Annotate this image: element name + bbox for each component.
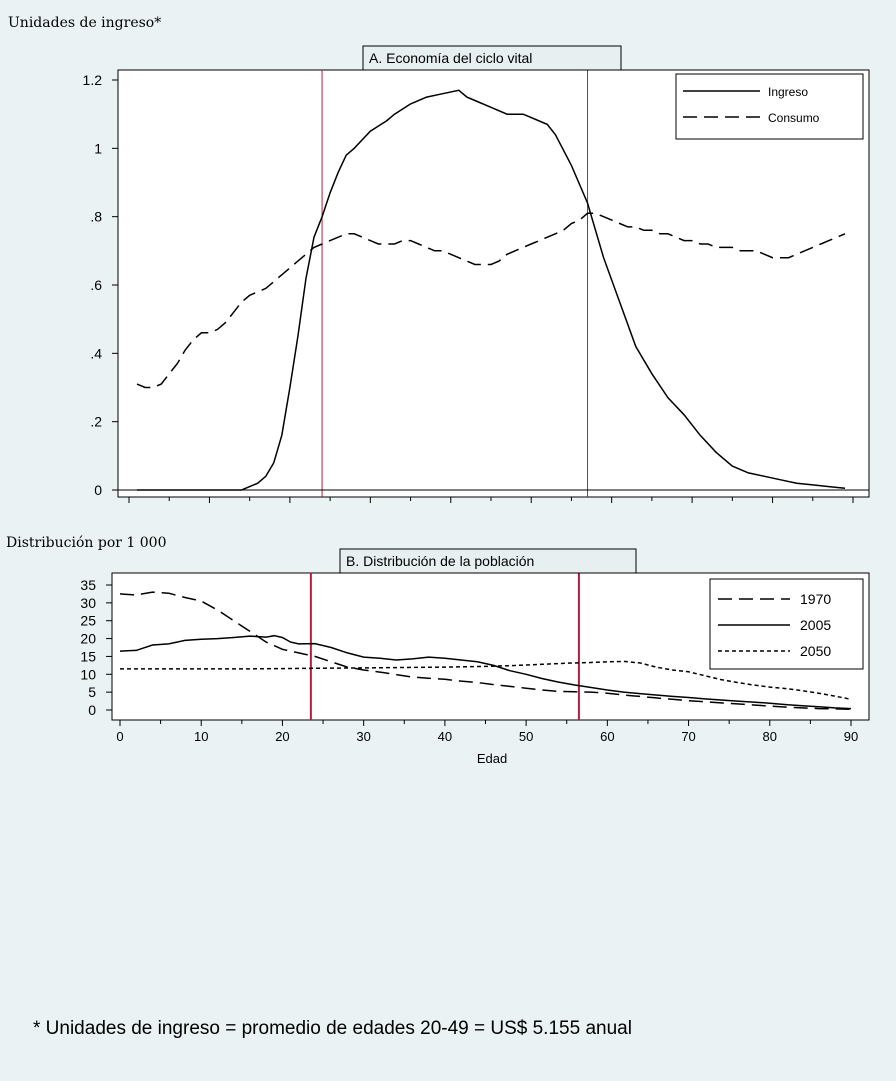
y-tick-label: 15 (80, 648, 96, 664)
panel-b-legend-box (709, 578, 864, 670)
x-tick-label: 30 (356, 729, 370, 744)
panel-a-legend-box (675, 73, 864, 140)
panel-b-title: B. Distribución de la población (346, 553, 534, 569)
y-tick-label: .8 (90, 209, 102, 225)
panel-b-title-box (339, 548, 637, 574)
panel-a-title: A. Economía del ciclo vital (369, 50, 532, 66)
series-line-consumo (136, 212, 846, 389)
panel-b-legend: 1970 2005 2050 (709, 578, 864, 670)
y-tick-label: 35 (80, 577, 96, 593)
series-line-2050 (120, 660, 852, 701)
legend-label-1970: 1970 (800, 591, 831, 607)
y-tick-label: 30 (80, 595, 96, 611)
panel-b-xlabel: Edad (477, 751, 507, 766)
panel-b-ylabel: Distribución por 1 000 (6, 535, 167, 551)
panel-b-series (119, 591, 852, 711)
x-tick-label: 70 (681, 729, 695, 744)
x-tick-label: 50 (519, 729, 533, 744)
series-line-2005 (119, 634, 852, 710)
series-line-ingreso (137, 89, 846, 491)
x-tick-label: 80 (763, 729, 777, 744)
y-tick-label: 10 (80, 666, 96, 682)
y-tick-label: 0 (94, 482, 102, 498)
x-tick-label: 0 (116, 729, 123, 744)
y-tick-label: 25 (80, 613, 96, 629)
panel-a-title-box (362, 45, 622, 71)
panel-a-plot-area (117, 69, 870, 498)
x-tick-label: 90 (844, 729, 858, 744)
panel-a-ylabel: Unidades de ingreso* (8, 15, 161, 31)
panel-a-series (136, 89, 846, 491)
legend-label-2050: 2050 (800, 643, 831, 659)
footnote: * Unidades de ingreso = promedio de edad… (33, 1018, 632, 1039)
y-tick-label: .2 (90, 414, 102, 430)
x-tick-label: 60 (600, 729, 614, 744)
panel-a-legend: Ingreso Consumo (675, 73, 864, 140)
series-line-1970 (119, 591, 852, 711)
legend-label-2005: 2005 (800, 617, 831, 633)
y-tick-label: .4 (90, 345, 102, 361)
panel-a-guide-lines (321, 70, 589, 497)
y-tick-label: 20 (80, 631, 96, 647)
legend-label-consumo: Consumo (768, 111, 820, 125)
y-tick-label: 5 (88, 684, 96, 700)
panel-b-x-axis: 0 10 20 30 40 50 60 70 80 90 (116, 720, 858, 744)
x-tick-label: 40 (438, 729, 452, 744)
y-tick-label: 1.2 (83, 72, 103, 88)
legend-label-ingreso: Ingreso (768, 85, 808, 99)
panel-a-y-axis: 0 .2 .4 .6 .8 1 1.2 (83, 72, 118, 498)
panel-b-guide-lines (309, 573, 580, 720)
y-tick-label: 1 (94, 140, 102, 156)
y-tick-label: .6 (90, 277, 102, 293)
panel-a-x-axis (118, 489, 869, 503)
y-tick-label: 0 (88, 702, 96, 718)
x-tick-label: 10 (194, 729, 208, 744)
x-tick-label: 20 (275, 729, 289, 744)
